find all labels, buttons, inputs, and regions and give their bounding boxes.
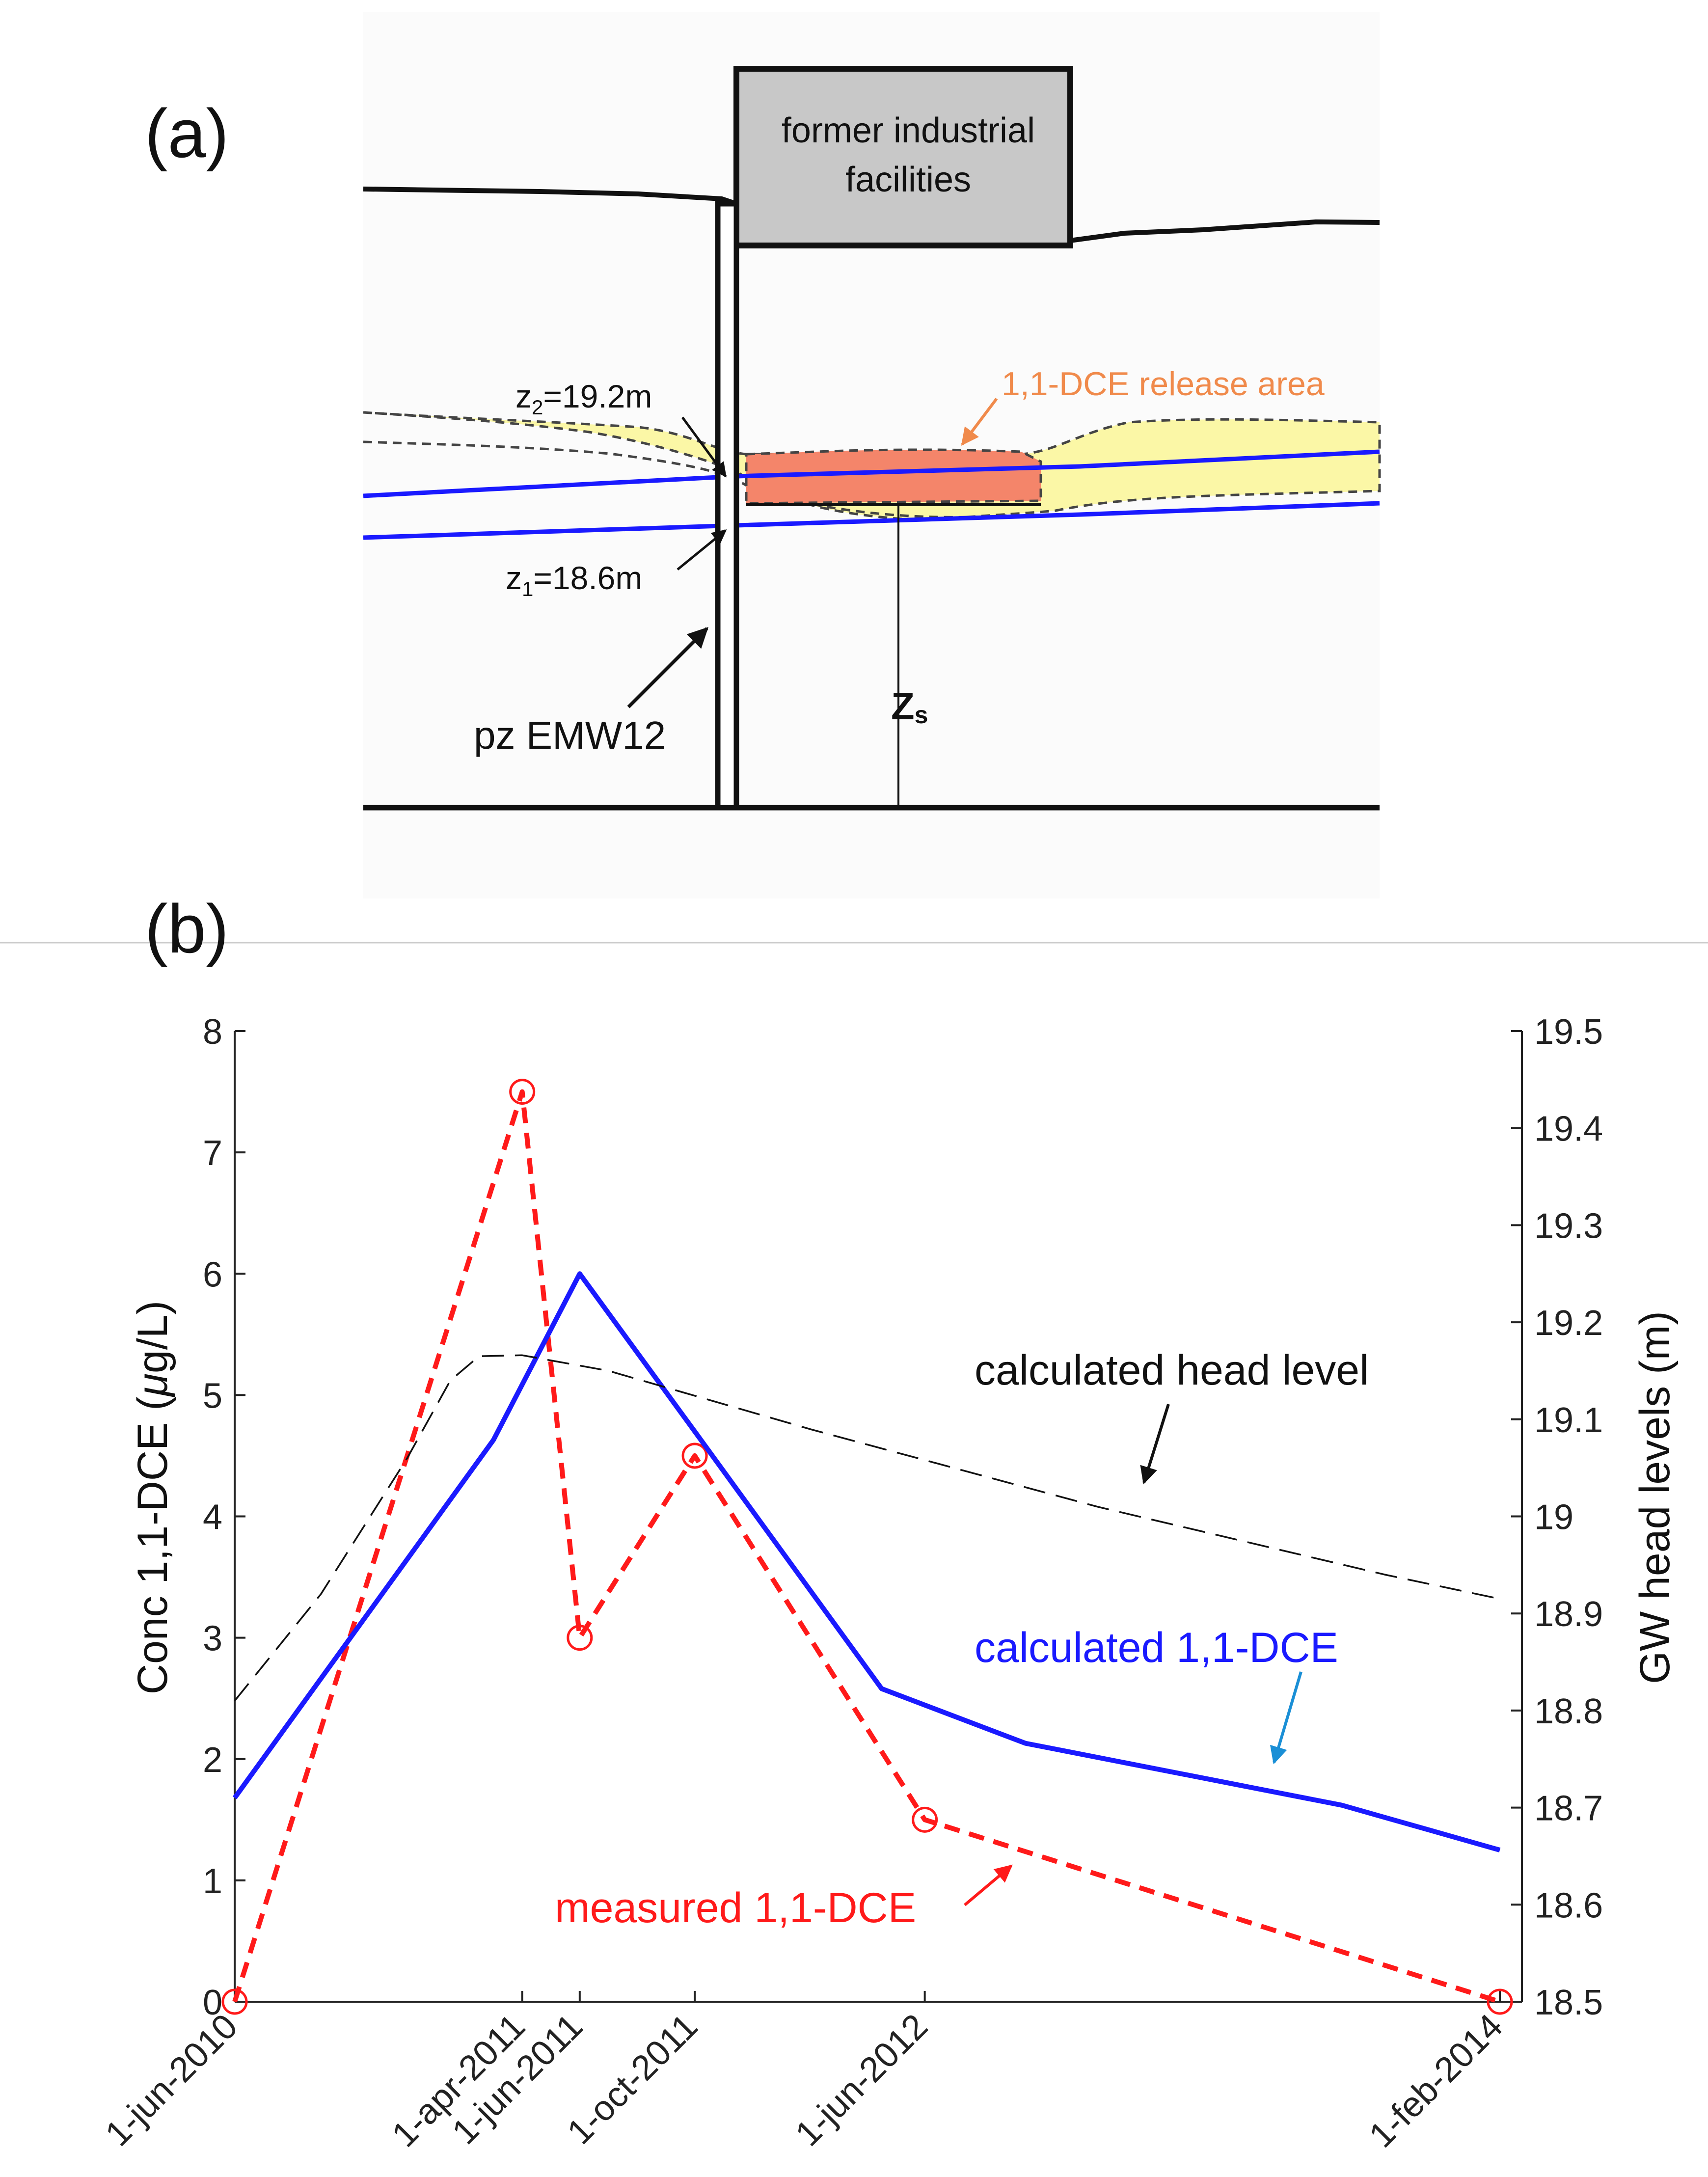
- calculated-dce-arrow: [1270, 1671, 1302, 1765]
- y-tick-label: 3: [203, 1619, 222, 1659]
- y-tick-label: 4: [203, 1498, 222, 1537]
- y2-tick-label: 19.4: [1534, 1110, 1603, 1149]
- z1-label: z1=18.6m: [506, 560, 642, 600]
- piezometer-arrow: [627, 627, 708, 708]
- plume-lower-edge: [363, 440, 1007, 518]
- x-tick-label: 1-jun-2010: [98, 2007, 245, 2154]
- y2-axis-label: GW head levels (m): [1631, 1311, 1679, 1684]
- y-tick-label: 1: [203, 1862, 222, 1901]
- zs-label: Zs: [891, 684, 928, 729]
- measured-dce-arrow: [964, 1864, 1013, 1906]
- y2-tick-label: 18.9: [1534, 1595, 1603, 1634]
- z2-label: z2=19.2m: [515, 378, 652, 419]
- panel-a: (a) former industrial facilities Zs 1,1-…: [145, 12, 1381, 898]
- facility-label-line1: former industrial: [782, 111, 1035, 150]
- piezometer-pipe: [715, 201, 739, 811]
- head-level-arrow: [1140, 1404, 1170, 1485]
- y-tick-label: 0: [203, 1983, 222, 2022]
- release-area-label: 1,1-DCE release area: [1002, 365, 1325, 403]
- release-area-arrow: [961, 398, 998, 446]
- y2-tick-label: 18.8: [1534, 1692, 1603, 1731]
- y2-tick-label: 19: [1534, 1498, 1573, 1537]
- piezometer-label: pz EMW12: [474, 713, 666, 757]
- measured-point-marker: [1487, 1988, 1513, 2015]
- y2-tick-label: 18.7: [1534, 1789, 1603, 1828]
- y2-tick-label: 19.1: [1534, 1401, 1603, 1440]
- release-area: [745, 448, 1042, 505]
- panel-a-label: (a): [145, 95, 229, 172]
- annotation-measured-dce: measured 1,1-DCE: [555, 1884, 916, 1932]
- y-tick-label: 7: [203, 1134, 222, 1173]
- series-calculated-1-1-dce: [232, 1271, 1501, 1852]
- series-calculated-head-level: [234, 1354, 1500, 1702]
- measured-point-marker: [509, 1079, 536, 1105]
- y-axis-label: Conc 1,1-DCE (μg/L): [129, 1301, 176, 1694]
- y2-tick-label: 18.5: [1534, 1983, 1603, 2022]
- y2-tick-label: 18.6: [1534, 1886, 1603, 1925]
- y-tick-label: 5: [203, 1376, 222, 1415]
- y2-tick-label: 19.2: [1534, 1304, 1603, 1343]
- annotation-calculated-head-level: calculated head level: [975, 1347, 1369, 1394]
- x-tick-label: 1-jun-2012: [788, 2007, 935, 2154]
- ground-surface-line: [363, 187, 1380, 243]
- measured-point-marker: [912, 1806, 938, 1833]
- y-tick-label: 2: [203, 1741, 222, 1780]
- z2-arrow: [681, 416, 727, 478]
- facility-box: [733, 66, 1073, 248]
- facility-label-line2: facilities: [845, 160, 971, 199]
- y-tick-label: 8: [203, 1012, 222, 1052]
- y-tick-label: 6: [203, 1255, 222, 1294]
- panel-b-label: (b): [145, 890, 229, 967]
- panel-b: (b) Conc 1,1-DCE (μg/L) GW head levels (…: [98, 890, 1679, 2155]
- series-measured-1-1-dce: [232, 1089, 1501, 2004]
- annotation-calculated-dce: calculated 1,1-DCE: [975, 1624, 1338, 1671]
- water-table-lower: [363, 501, 1380, 540]
- measured-point-marker: [221, 1988, 248, 2015]
- y2-tick-label: 19.3: [1534, 1206, 1603, 1246]
- measured-point-marker: [567, 1625, 593, 1651]
- y2-tick-label: 19.5: [1534, 1012, 1603, 1052]
- measured-point-marker: [681, 1442, 708, 1469]
- x-tick-label: 1-feb-2014: [1361, 2007, 1510, 2155]
- water-table-upper: [363, 449, 1380, 498]
- z1-arrow: [677, 529, 727, 571]
